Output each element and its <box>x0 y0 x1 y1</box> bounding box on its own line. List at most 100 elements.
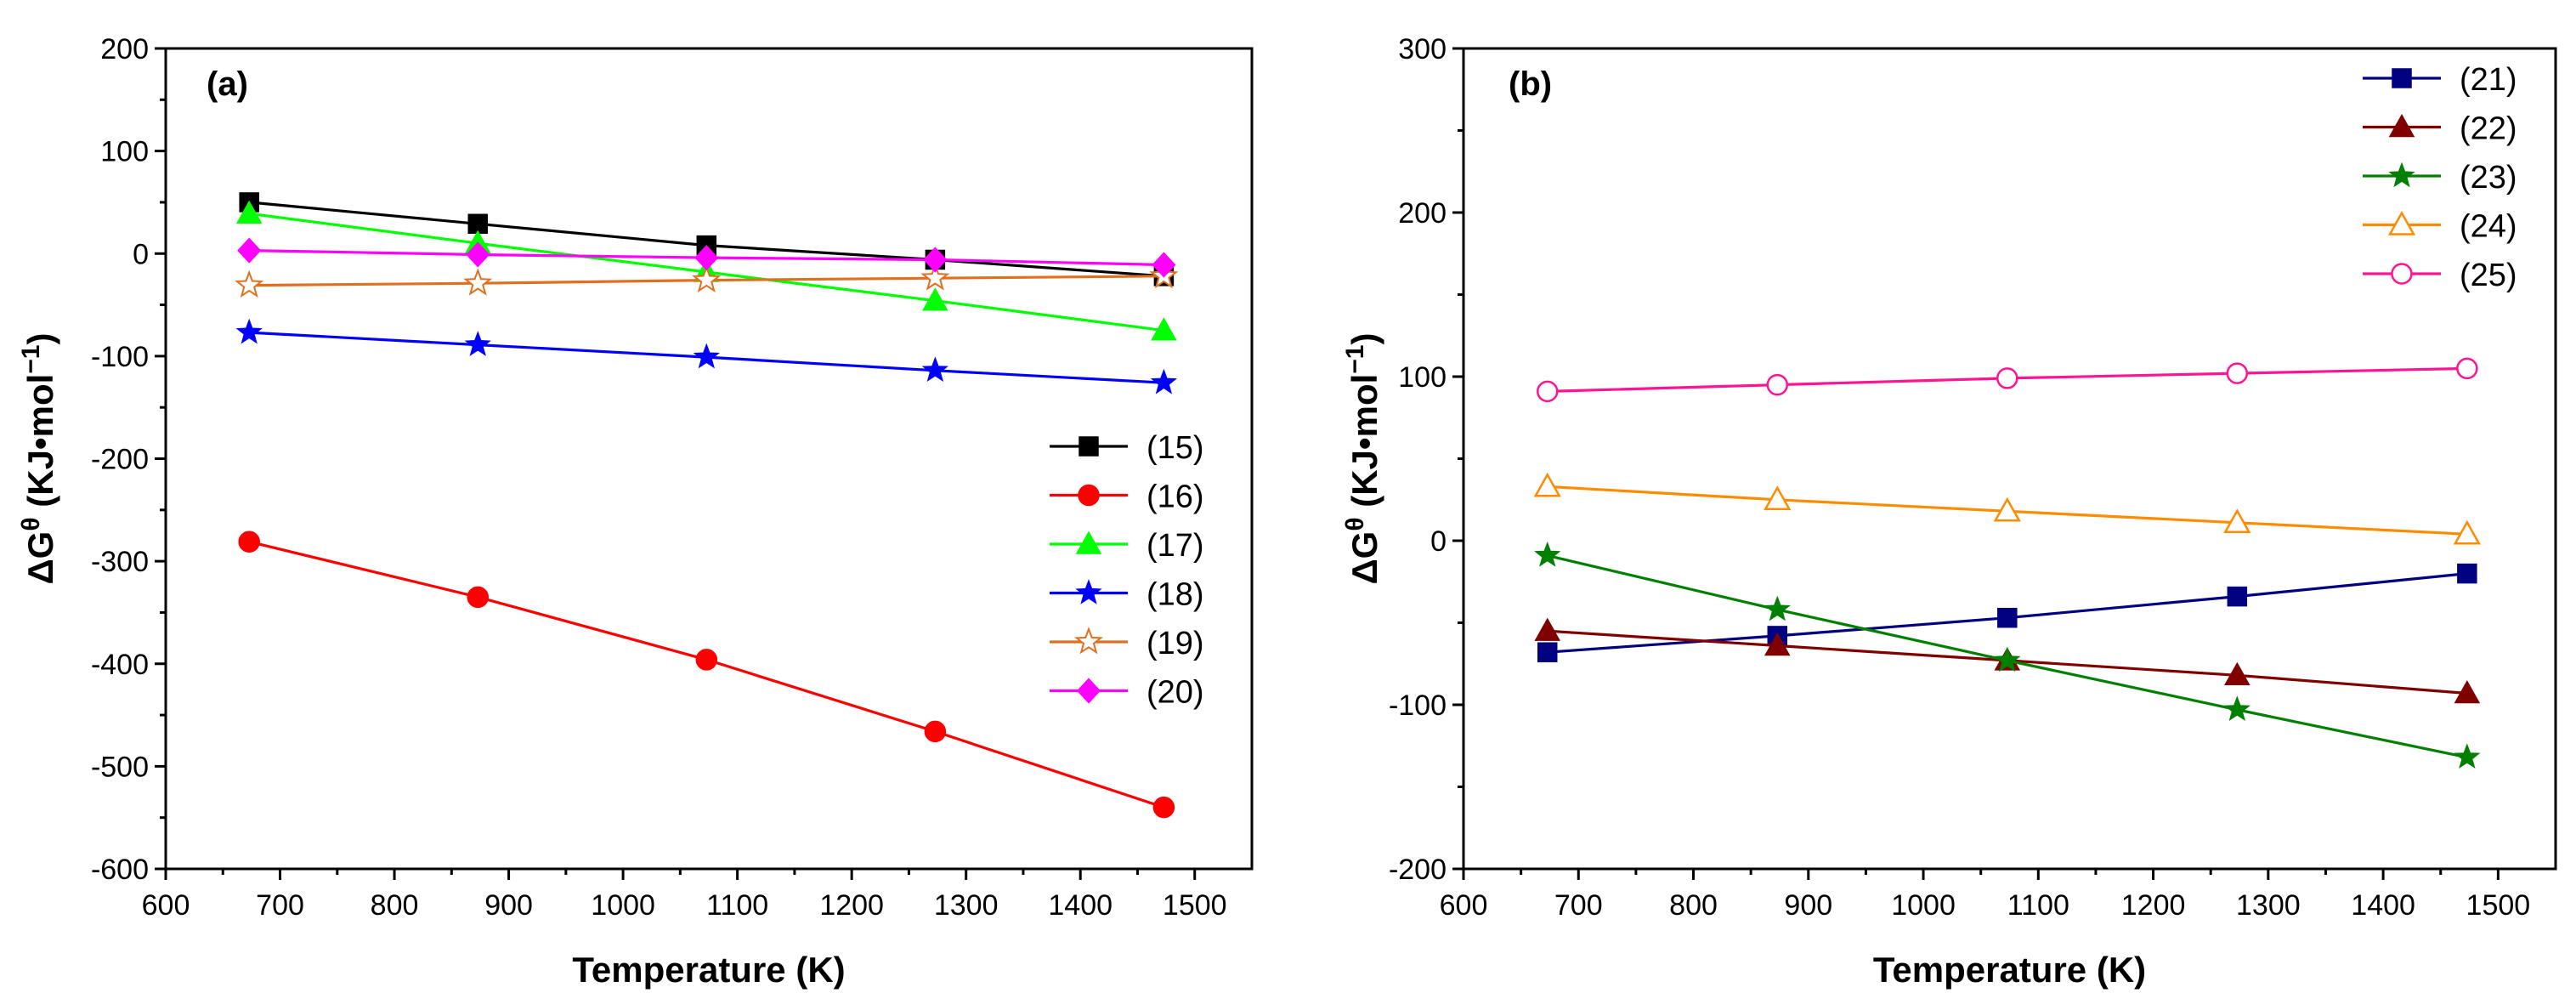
x-tick-label: 1400 <box>2351 889 2415 922</box>
x-tick-label: 600 <box>142 889 190 922</box>
y-axis-title-close: ) <box>20 332 60 344</box>
panel-label: (a) <box>207 65 248 103</box>
y-tick-label: -600 <box>91 854 149 886</box>
series-23 <box>1534 541 2481 769</box>
series-18 <box>235 318 1178 394</box>
x-axis-title: Temperature (K) <box>572 950 845 990</box>
y-tick-label: -500 <box>91 751 149 783</box>
x-tick-label: 1200 <box>2121 889 2186 922</box>
data-point <box>1150 368 1178 394</box>
panel-label: (b) <box>1509 65 1552 103</box>
data-point <box>2456 357 2478 380</box>
data-point <box>1536 380 1559 403</box>
data-point <box>2457 563 2477 584</box>
y-tick-label: 0 <box>133 238 149 270</box>
legend-marker <box>2391 263 2413 285</box>
legend-marker <box>1073 627 1104 655</box>
data-point <box>694 244 719 271</box>
y-axis-title-symbol: ΔG <box>1345 531 1384 585</box>
x-tick-label: 1000 <box>1891 889 1956 922</box>
data-point <box>464 331 491 356</box>
legend-label: (18) <box>1146 577 1204 613</box>
data-point <box>2223 695 2250 722</box>
data-point <box>1764 632 1791 656</box>
data-point <box>695 649 718 671</box>
legend-label: (15) <box>1146 430 1204 466</box>
legend-marker <box>1076 678 1101 704</box>
x-axis-title: Temperature (K) <box>1873 950 2146 990</box>
legend-label: (20) <box>1146 675 1204 711</box>
data-point <box>1766 373 1789 396</box>
series-line <box>248 540 1164 809</box>
series-25 <box>1536 357 2478 403</box>
x-tick-label: 1100 <box>2007 889 2069 922</box>
x-tick-label: 1500 <box>1163 889 1227 922</box>
data-point <box>1534 541 1561 567</box>
data-point <box>1764 485 1792 510</box>
series-20 <box>237 237 1176 278</box>
y-axis-title-units: (KJ•mol <box>1345 374 1384 518</box>
x-tick-label: 1100 <box>706 889 768 922</box>
series-24 <box>1533 472 2481 545</box>
data-point <box>1537 642 1558 662</box>
data-point <box>1533 472 1561 497</box>
legend-marker <box>1078 484 1100 507</box>
y-axis-title: ΔGθ (KJ•mol−1) <box>1341 332 1384 584</box>
x-tick-label: 1400 <box>1048 889 1112 922</box>
data-point <box>1152 796 1175 819</box>
y-tick-label: 200 <box>100 33 149 65</box>
legend-marker <box>2387 210 2416 235</box>
y-tick-label: -300 <box>91 546 149 578</box>
legend-marker <box>2392 68 2412 88</box>
y-axis-title: ΔGθ (KJ•mol−1) <box>17 332 60 584</box>
x-tick-label: 900 <box>484 889 533 922</box>
x-tick-label: 800 <box>1669 889 1718 922</box>
series-16 <box>238 531 1175 819</box>
x-tick-label: 1300 <box>934 889 999 922</box>
legend-label: (25) <box>2460 258 2517 293</box>
data-point <box>920 263 950 291</box>
data-point <box>923 247 948 273</box>
y-axis-title-sup: θ <box>17 517 45 531</box>
data-point <box>2224 661 2250 686</box>
chart-panel-b: 600 700 800 900 1000 1100 1200 1300 1400 1500-200… <box>1341 33 2557 990</box>
x-tick-label: 800 <box>371 889 419 922</box>
series-19 <box>235 260 1179 298</box>
data-point <box>238 531 260 553</box>
data-point <box>2223 508 2251 534</box>
data-point <box>235 318 263 344</box>
data-point <box>2227 586 2248 607</box>
x-tick-label: 1000 <box>591 889 655 922</box>
data-point <box>922 287 948 311</box>
plot-frame <box>1462 47 2557 871</box>
x-tick-label: 1200 <box>819 889 884 922</box>
data-point <box>235 200 263 224</box>
legend-label: (23) <box>2460 160 2517 196</box>
chart-panel-a: 600 700 800 900 1000 1100 1200 1300 1400 1500 -600… <box>17 33 1254 990</box>
y-tick-label: -100 <box>1389 689 1447 722</box>
y-tick-label: 200 <box>1398 197 1447 230</box>
data-point <box>1996 367 2018 389</box>
data-point <box>924 720 947 743</box>
y-tick-label: 300 <box>1398 33 1447 65</box>
legend-label: (22) <box>2460 111 2517 147</box>
legend-label: (16) <box>1146 479 1204 515</box>
legend-marker <box>2388 162 2415 188</box>
plot-frame <box>164 47 1254 871</box>
legend-label: (21) <box>2460 62 2517 98</box>
data-point <box>467 586 490 609</box>
x-tick-label: 900 <box>1784 889 1832 922</box>
data-point <box>1764 595 1791 621</box>
legend-marker <box>1075 531 1102 554</box>
data-point <box>463 268 493 296</box>
x-tick-label: 700 <box>256 889 304 922</box>
data-point <box>1997 607 2018 628</box>
y-tick-label: -100 <box>91 341 149 373</box>
data-point <box>237 237 262 264</box>
y-axis-title-units: (KJ•mol <box>20 374 60 518</box>
data-point <box>921 356 948 383</box>
legend-marker <box>1079 436 1099 457</box>
y-axis-title-sup: θ <box>1341 517 1369 531</box>
legend-label: (17) <box>1146 528 1204 564</box>
legend-label: (24) <box>2460 209 2517 245</box>
